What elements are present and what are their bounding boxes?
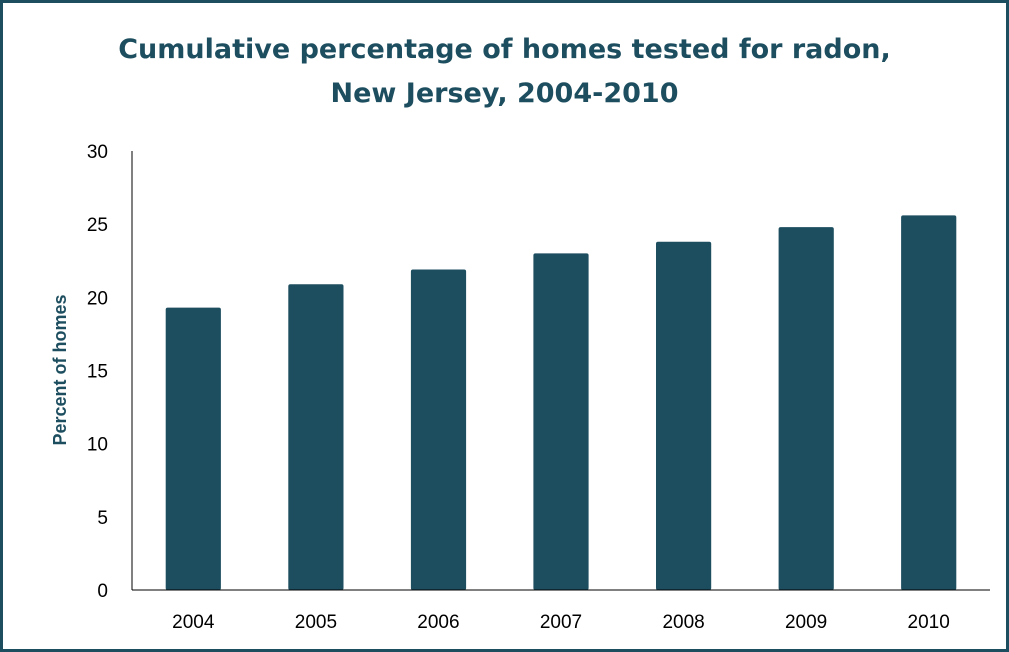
x-tick-label: 2010 [908, 612, 950, 633]
chart-title-line-2: New Jersey, 2004-2010 [330, 78, 679, 109]
chart-title: Cumulative percentage of homes tested fo… [0, 28, 1009, 116]
y-tick-label: 20 [87, 288, 108, 309]
y-tick-label: 25 [87, 215, 108, 236]
bar-2007 [533, 253, 589, 590]
x-tick-label: 2005 [295, 612, 337, 633]
chart-title-line-1: Cumulative percentage of homes tested fo… [118, 34, 891, 65]
bar-2006 [410, 269, 467, 590]
bar-2009 [778, 227, 834, 590]
y-tick-label: 5 [97, 508, 108, 529]
x-tick-label: 2006 [417, 612, 459, 633]
bars-group [165, 215, 957, 590]
x-tick-label: 2009 [785, 612, 827, 633]
x-tick-label: 2004 [172, 612, 215, 633]
bar-2005 [288, 284, 344, 590]
bar-2004 [165, 307, 221, 590]
bar-2010 [901, 215, 957, 590]
y-tick-label: 0 [97, 581, 108, 602]
y-tick-label: 10 [87, 435, 108, 456]
y-tick-label: 15 [87, 362, 108, 383]
x-tick-label: 2007 [540, 612, 582, 633]
y-axis-label: Percent of homes [50, 294, 70, 445]
y-tick-labels: 0 5 10 15 20 25 30 [87, 142, 108, 602]
x-tick-label: 2008 [662, 612, 704, 633]
x-tick-labels: 2004 2005 2006 2007 2008 2009 2010 [172, 612, 950, 633]
bar-2008 [656, 241, 712, 590]
y-tick-label: 30 [87, 142, 108, 163]
